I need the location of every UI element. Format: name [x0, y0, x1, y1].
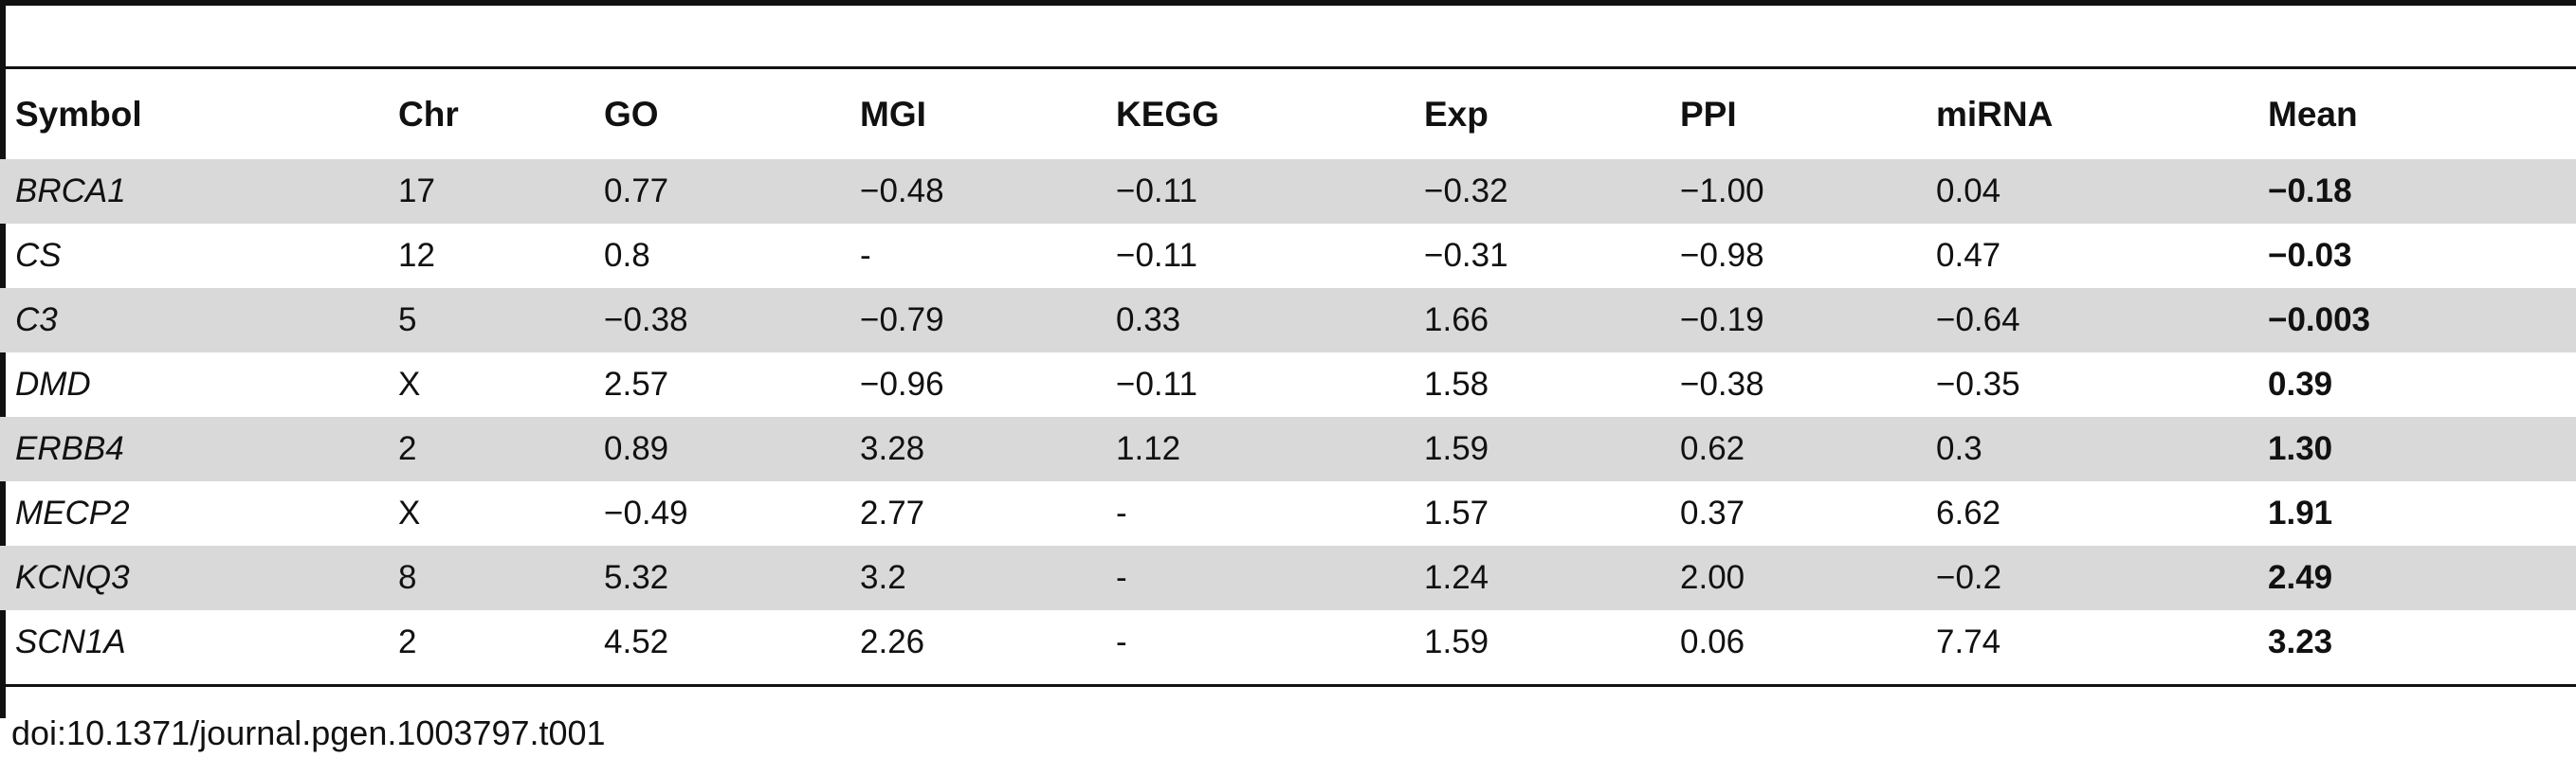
header-kegg: KEGG — [1116, 95, 1219, 134]
table-row: DMD X 2.57 −0.96 −0.11 1.58 −0.38 −0.35 … — [0, 352, 2576, 417]
cell-exp: −0.32 — [1424, 172, 1508, 209]
cell-mgi: −0.48 — [860, 172, 944, 209]
cell-chr: X — [398, 495, 421, 532]
table-row: ERBB4 2 0.89 3.28 1.12 1.59 0.62 0.3 1.3… — [0, 417, 2576, 481]
cell-mirna: 7.74 — [1936, 623, 2001, 660]
cell-symbol: MECP2 — [15, 495, 130, 532]
cell-go: −0.38 — [604, 301, 688, 338]
cell-mgi: 2.26 — [860, 623, 925, 660]
cell-symbol: CS — [15, 237, 62, 274]
table-header-row: Symbol Chr GO MGI KEGG Exp PPI miRNA Mea… — [0, 69, 2576, 159]
cell-kegg: - — [1116, 495, 1127, 532]
cell-symbol: SCN1A — [15, 623, 126, 660]
cell-symbol: C3 — [15, 301, 58, 338]
cell-mirna: 6.62 — [1936, 495, 2001, 532]
cell-mgi: −0.96 — [860, 366, 944, 403]
cell-mirna: −0.2 — [1936, 559, 2002, 596]
doi-footnote: doi:10.1371/journal.pgen.1003797.t001 — [11, 713, 606, 752]
cell-kegg: −0.11 — [1116, 172, 1197, 209]
table-top-rule — [0, 0, 2576, 6]
cell-mgi: 2.77 — [860, 495, 925, 532]
cell-go: 2.57 — [604, 366, 669, 403]
cell-symbol: ERBB4 — [15, 430, 124, 467]
cell-kegg: −0.11 — [1116, 366, 1197, 403]
header-go: GO — [604, 95, 659, 134]
cell-chr: 8 — [398, 559, 417, 596]
cell-go: 0.8 — [604, 237, 650, 274]
cell-ppi: −0.19 — [1680, 301, 1764, 338]
cell-kegg: 0.33 — [1116, 301, 1181, 338]
cell-go: 4.52 — [604, 623, 669, 660]
cell-ppi: 0.06 — [1680, 623, 1745, 660]
cell-kegg: - — [1116, 623, 1127, 660]
cell-ppi: 0.62 — [1680, 430, 1745, 467]
cell-mean: 1.30 — [2268, 430, 2333, 467]
header-mirna: miRNA — [1936, 95, 2054, 134]
cell-ppi: −1.00 — [1680, 172, 1764, 209]
table-row: C3 5 −0.38 −0.79 0.33 1.66 −0.19 −0.64 −… — [0, 288, 2576, 352]
cell-chr: 2 — [398, 623, 417, 660]
cell-ppi: 2.00 — [1680, 559, 1745, 596]
cell-mgi: −0.79 — [860, 301, 944, 338]
table-bottom-rule — [0, 684, 2576, 687]
cell-mean: 1.91 — [2268, 495, 2333, 532]
cell-mirna: 0.47 — [1936, 237, 2001, 274]
table-row: KCNQ3 8 5.32 3.2 - 1.24 2.00 −0.2 2.49 — [0, 546, 2576, 610]
cell-mean: −0.003 — [2268, 301, 2371, 338]
cell-exp: 1.24 — [1424, 559, 1489, 596]
cell-mirna: 0.3 — [1936, 430, 1982, 467]
header-ppi: PPI — [1680, 95, 1737, 134]
cell-chr: 12 — [398, 237, 435, 274]
cell-symbol: KCNQ3 — [15, 559, 130, 596]
cell-kegg: - — [1116, 559, 1127, 596]
cell-mean: 3.23 — [2268, 623, 2333, 660]
cell-kegg: −0.11 — [1116, 237, 1197, 274]
table-row: CS 12 0.8 - −0.11 −0.31 −0.98 0.47 −0.03 — [0, 224, 2576, 288]
cell-symbol: BRCA1 — [15, 172, 126, 209]
left-border-bar — [0, 0, 6, 718]
cell-exp: 1.58 — [1424, 366, 1489, 403]
cell-mean: −0.18 — [2268, 172, 2352, 209]
cell-mirna: −0.35 — [1936, 366, 2020, 403]
cell-mgi: 3.28 — [860, 430, 925, 467]
table-header-rule — [0, 66, 2576, 69]
cell-mean: 0.39 — [2268, 366, 2333, 403]
cell-mirna: 0.04 — [1936, 172, 2001, 209]
cell-exp: 1.57 — [1424, 495, 1489, 532]
cell-go: 5.32 — [604, 559, 669, 596]
header-symbol: Symbol — [15, 95, 142, 134]
cell-chr: 17 — [398, 172, 435, 209]
cell-chr: 5 — [398, 301, 417, 338]
cell-chr: X — [398, 366, 421, 403]
cell-kegg: 1.12 — [1116, 430, 1181, 467]
cell-mirna: −0.64 — [1936, 301, 2020, 338]
cell-exp: 1.66 — [1424, 301, 1489, 338]
header-chr: Chr — [398, 95, 459, 134]
cell-mgi: 3.2 — [860, 559, 906, 596]
cell-go: −0.49 — [604, 495, 688, 532]
header-mgi: MGI — [860, 95, 926, 134]
cell-mgi: - — [860, 237, 871, 274]
cell-ppi: −0.38 — [1680, 366, 1764, 403]
cell-exp: 1.59 — [1424, 623, 1489, 660]
cell-go: 0.89 — [604, 430, 669, 467]
cell-exp: −0.31 — [1424, 237, 1508, 274]
cell-ppi: −0.98 — [1680, 237, 1764, 274]
cell-mean: 2.49 — [2268, 559, 2333, 596]
header-mean: Mean — [2268, 95, 2358, 134]
table-row: MECP2 X −0.49 2.77 - 1.57 0.37 6.62 1.91 — [0, 481, 2576, 546]
table-row: SCN1A 2 4.52 2.26 - 1.59 0.06 7.74 3.23 — [0, 610, 2576, 675]
header-exp: Exp — [1424, 95, 1489, 134]
cell-chr: 2 — [398, 430, 417, 467]
cell-go: 0.77 — [604, 172, 669, 209]
cell-exp: 1.59 — [1424, 430, 1489, 467]
table-row: BRCA1 17 0.77 −0.48 −0.11 −0.32 −1.00 0.… — [0, 159, 2576, 224]
cell-symbol: DMD — [15, 366, 91, 403]
cell-ppi: 0.37 — [1680, 495, 1745, 532]
cell-mean: −0.03 — [2268, 237, 2352, 274]
